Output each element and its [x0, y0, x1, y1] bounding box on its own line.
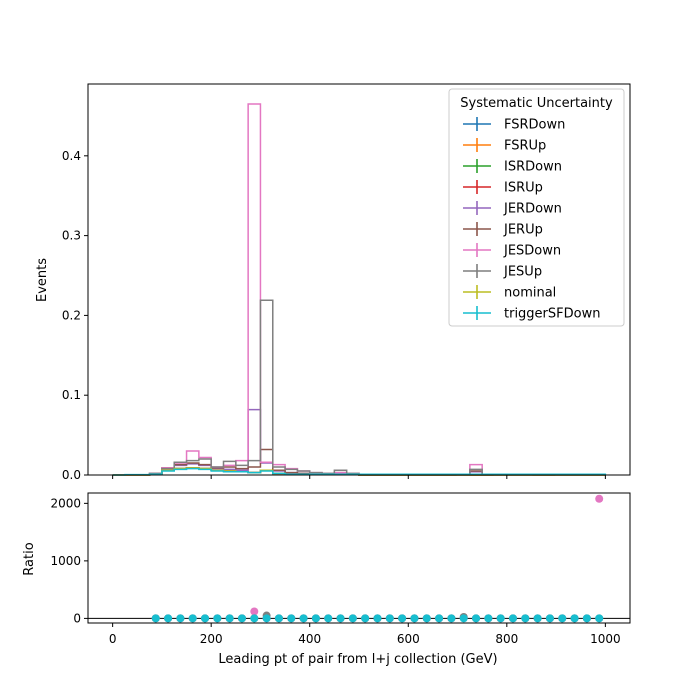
ratio-point-JESDown — [595, 494, 604, 503]
ratio-point-triggerSFDown — [459, 614, 468, 623]
legend-label-FSRUp: FSRUp — [504, 139, 546, 154]
ratio-y-tick-label: 1000 — [50, 554, 81, 568]
ratio-point-triggerSFDown — [545, 614, 554, 623]
ratio-point-triggerSFDown — [496, 614, 505, 623]
ratio-y-tick-label: 2000 — [50, 496, 81, 510]
main-panel: 0.0 0.1 0.2 0.3 0.4 — [62, 83, 631, 482]
histogram-triggerSFDown — [112, 467, 607, 476]
ratio-point-triggerSFDown — [336, 614, 345, 623]
ratio-point-triggerSFDown — [151, 614, 160, 623]
ratio-point-triggerSFDown — [521, 614, 530, 623]
ratio-point-JESDown — [250, 607, 259, 616]
legend-label-nominal: nominal — [504, 286, 556, 301]
ratio-point-triggerSFDown — [176, 614, 185, 623]
main-y-tick-label: 0.1 — [62, 388, 81, 402]
main-panel-frame — [87, 83, 631, 476]
legend-label-triggerSFDown: triggerSFDown — [504, 307, 600, 322]
main-y-tick-label: 0.2 — [62, 308, 81, 322]
main-y-tick-label: 0.0 — [62, 468, 81, 482]
legend-title: Systematic Uncertainty — [460, 96, 613, 111]
ratio-point-triggerSFDown — [213, 614, 222, 623]
ratio-point-triggerSFDown — [311, 614, 320, 623]
x-tick-label: 400 — [298, 632, 321, 646]
ratio-point-triggerSFDown — [262, 614, 271, 623]
legend: Systematic Uncertainty FSRDown FSRUp ISRDow… — [448, 88, 625, 327]
x-tick-label: 0 — [109, 632, 117, 646]
legend-label-JESUp: JESUp — [503, 265, 542, 280]
x-tick-label: 600 — [397, 632, 420, 646]
ratio-point-triggerSFDown — [250, 614, 259, 623]
legend-label-ISRDown: ISRDown — [504, 160, 562, 175]
legend-label-JERDown: JERDown — [503, 202, 562, 217]
ratio-point-triggerSFDown — [348, 614, 357, 623]
legend-label-JERUp: JERUp — [503, 223, 543, 238]
ratio-point-triggerSFDown — [533, 614, 542, 623]
ratio-point-triggerSFDown — [237, 614, 246, 623]
y-axis-label-events: Events — [35, 258, 50, 302]
ratio-point-triggerSFDown — [299, 614, 308, 623]
ratio-y-tick-label: 0 — [73, 611, 81, 625]
ratio-point-triggerSFDown — [188, 614, 197, 623]
legend-label-ISRUp: ISRUp — [504, 181, 543, 196]
ratio-point-triggerSFDown — [410, 614, 419, 623]
ratio-point-triggerSFDown — [484, 614, 493, 623]
ratio-point-triggerSFDown — [447, 614, 456, 623]
ratio-point-triggerSFDown — [595, 614, 604, 623]
legend-label-FSRDown: FSRDown — [504, 118, 565, 133]
ratio-point-triggerSFDown — [287, 614, 296, 623]
ratio-point-triggerSFDown — [582, 614, 591, 623]
ratio-point-triggerSFDown — [422, 614, 431, 623]
ratio-point-triggerSFDown — [570, 614, 579, 623]
x-axis-label: Leading pt of pair from l+j collection (… — [218, 652, 497, 667]
x-tick-label: 1000 — [590, 632, 621, 646]
ratio-panel-frame — [87, 492, 631, 624]
ratio-point-triggerSFDown — [373, 614, 382, 623]
ratio-panel: 0 200 400 600 800 1000 0 1000 2000 — [50, 492, 631, 646]
ratio-point-triggerSFDown — [398, 614, 407, 623]
legend-box — [448, 88, 625, 327]
ratio-point-triggerSFDown — [274, 614, 283, 623]
main-y-tick-label: 0.4 — [62, 149, 81, 163]
ratio-point-triggerSFDown — [324, 614, 333, 623]
ratio-point-triggerSFDown — [361, 614, 370, 623]
ratio-point-triggerSFDown — [225, 614, 234, 623]
ratio-point-triggerSFDown — [201, 614, 210, 623]
ratio-point-triggerSFDown — [435, 614, 444, 623]
x-tick-label: 800 — [495, 632, 518, 646]
legend-label-JESDown: JESDown — [503, 244, 561, 259]
main-y-tick-label: 0.3 — [62, 229, 81, 243]
ratio-point-triggerSFDown — [558, 614, 567, 623]
y-axis-label-ratio: Ratio — [22, 542, 37, 575]
ratio-point-triggerSFDown — [508, 614, 517, 623]
ratio-point-triggerSFDown — [472, 614, 481, 623]
ratio-point-triggerSFDown — [164, 614, 173, 623]
ratio-point-triggerSFDown — [385, 614, 394, 623]
x-tick-label: 200 — [200, 632, 223, 646]
